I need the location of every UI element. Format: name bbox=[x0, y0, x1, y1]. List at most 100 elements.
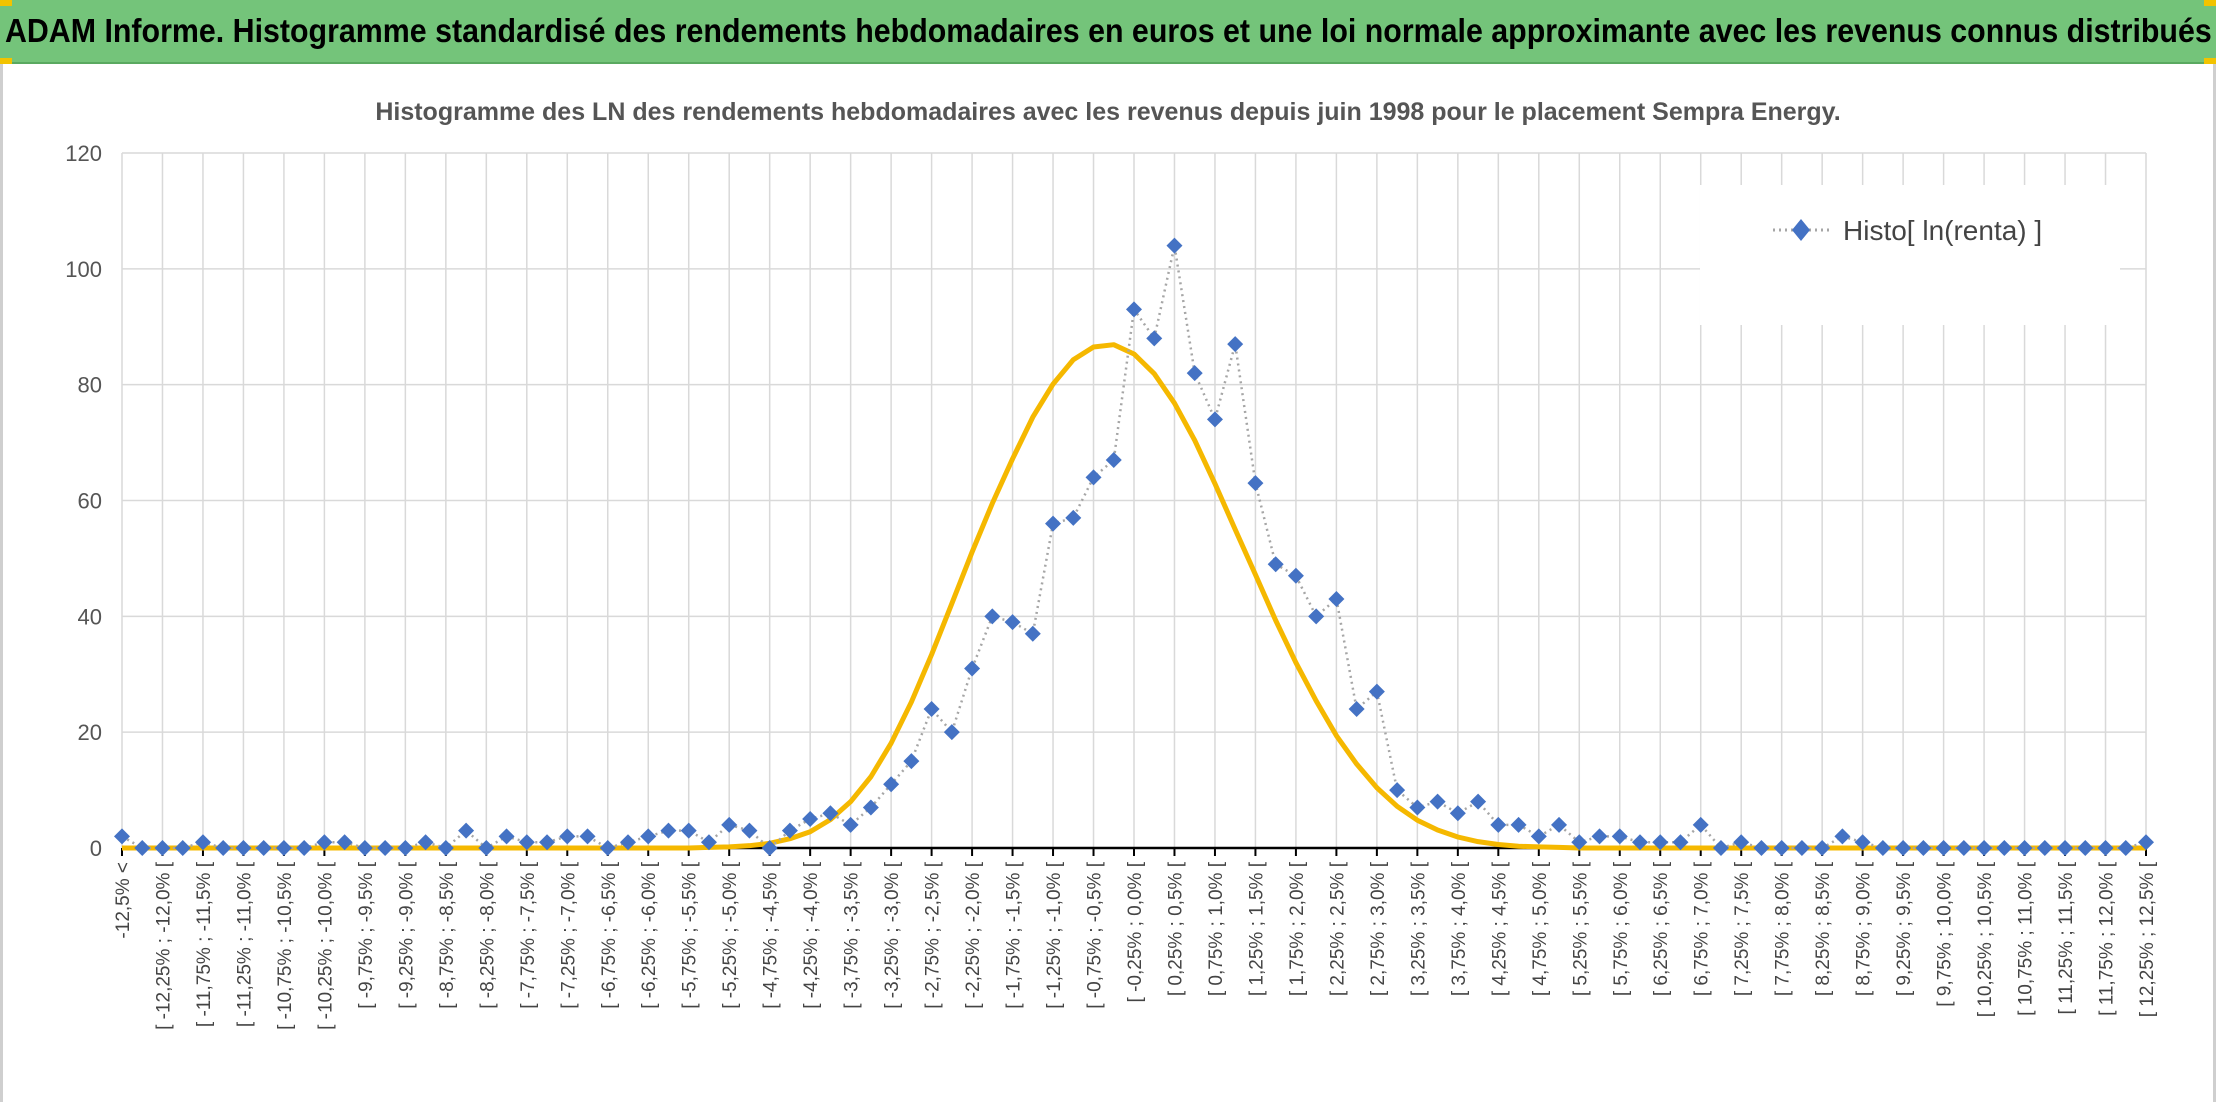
x-tick-label: [ -10,75% ; -10,5% [ bbox=[275, 861, 296, 1030]
histogram-point bbox=[862, 799, 879, 816]
x-tick-label: [ -3,25% ; -3,0% [ bbox=[882, 861, 903, 1009]
histogram-point bbox=[1024, 625, 1041, 642]
histogram-point bbox=[478, 840, 495, 856]
histogram-point bbox=[660, 822, 677, 839]
x-tick-label: [ 3,25% ; 3,5% [ bbox=[1408, 861, 1429, 996]
x-tick-label: [ -6,25% ; -6,0% [ bbox=[639, 861, 660, 1009]
x-tick-label: [ -7,25% ; -7,0% [ bbox=[558, 861, 579, 1009]
histogram-point bbox=[1287, 567, 1304, 584]
histogram-point bbox=[1308, 608, 1325, 625]
histogram-point bbox=[1652, 834, 1669, 851]
x-tick-label: [ 10,25% ; 10,5% [ bbox=[1975, 861, 1996, 1017]
histogram-point bbox=[1996, 840, 2013, 856]
x-tick-label: [ -5,75% ; -5,5% [ bbox=[680, 861, 701, 1009]
banner-accent-left bbox=[0, 0, 12, 6]
histogram-point bbox=[1004, 614, 1021, 631]
histogram-point bbox=[640, 828, 657, 845]
banner-accent-right bbox=[2204, 0, 2216, 6]
banner-accent-left-bottom bbox=[0, 58, 12, 64]
histogram-point bbox=[1915, 840, 1932, 856]
x-tick-label: [ 7,25% ; 7,5% [ bbox=[1732, 861, 1753, 996]
histogram-point bbox=[356, 840, 373, 856]
histogram-point bbox=[721, 816, 738, 833]
x-tick-label: [ -1,25% ; -1,0% [ bbox=[1044, 861, 1065, 1009]
x-tick-label: [ -10,25% ; -10,0% [ bbox=[315, 861, 336, 1030]
x-tick-label: [ 5,75% ; 6,0% [ bbox=[1611, 861, 1632, 996]
x-tick-label: [ 7,75% ; 8,0% [ bbox=[1773, 861, 1794, 996]
histogram-point bbox=[1753, 840, 1770, 856]
histogram-point bbox=[215, 840, 232, 856]
y-tick-label: 20 bbox=[78, 720, 102, 745]
histogram-point bbox=[1449, 805, 1466, 822]
x-tick-label: [ 4,25% ; 4,5% [ bbox=[1489, 861, 1510, 996]
histogram-point bbox=[1409, 799, 1426, 816]
histogram-point bbox=[1814, 840, 1831, 856]
report-title: ADAM Informe. Histogramme standardisé de… bbox=[4, 12, 2212, 49]
histogram-point bbox=[275, 840, 292, 856]
x-tick-label: [ 4,75% ; 5,0% [ bbox=[1530, 861, 1551, 996]
histogram-point bbox=[1895, 840, 1912, 856]
histogram-point bbox=[1773, 840, 1790, 856]
x-tick-label: [ 9,75% ; 10,0% [ bbox=[1935, 861, 1956, 1006]
histogram-point bbox=[1470, 793, 1487, 810]
histogram-point bbox=[1793, 840, 1810, 856]
histogram-point bbox=[397, 840, 414, 856]
histogram-point bbox=[822, 805, 839, 822]
histogram-point bbox=[1389, 782, 1406, 799]
x-tick-label: [ -8,75% ; -8,5% [ bbox=[437, 861, 458, 1009]
y-tick-label: 120 bbox=[65, 141, 102, 166]
histogram-point bbox=[964, 660, 981, 677]
histogram-point bbox=[1834, 828, 1851, 845]
x-tick-label: [ -1,75% ; -1,5% [ bbox=[1004, 861, 1025, 1009]
chart-frame bbox=[0, 64, 2216, 1102]
histogram-point bbox=[2057, 840, 2074, 856]
histogram-point bbox=[599, 840, 616, 856]
histogram-point bbox=[680, 822, 697, 839]
histogram-point bbox=[2097, 840, 2114, 856]
histogram-point bbox=[2077, 840, 2094, 856]
histogram-point bbox=[1955, 840, 1972, 856]
x-tick-label: [ -5,25% ; -5,0% [ bbox=[720, 861, 741, 1009]
histogram-point bbox=[235, 840, 252, 856]
x-tick-label: [ 6,25% ; 6,5% [ bbox=[1651, 861, 1672, 996]
x-tick-label: [ -6,75% ; -6,5% [ bbox=[599, 861, 620, 1009]
legend-background bbox=[1700, 185, 2120, 325]
x-tick-label: [ -9,25% ; -9,0% [ bbox=[396, 861, 417, 1009]
histogram-point bbox=[255, 840, 272, 856]
histogram-point bbox=[437, 840, 454, 856]
y-axis: 0 20 40 60 80 100 120 bbox=[65, 141, 102, 861]
x-tick-label: [ -2,75% ; -2,5% [ bbox=[923, 861, 944, 1009]
x-tick-label: [ 6,75% ; 7,0% [ bbox=[1692, 861, 1713, 996]
histogram-point bbox=[1733, 834, 1750, 851]
x-tick-label: [ 1,25% ; 1,5% [ bbox=[1246, 861, 1267, 996]
histogram-point bbox=[114, 828, 130, 845]
histogram-point bbox=[2138, 834, 2154, 851]
x-tick-label: [ 3,75% ; 4,0% [ bbox=[1449, 861, 1470, 996]
histogram-point bbox=[539, 834, 556, 851]
histogram-point bbox=[316, 834, 333, 851]
y-tick-label: 0 bbox=[90, 836, 102, 861]
x-tick-label: -12,5% < bbox=[113, 862, 134, 939]
x-tick-label: [ -9,75% ; -9,5% [ bbox=[356, 861, 377, 1009]
histogram-point bbox=[1146, 330, 1163, 347]
histogram-point bbox=[1267, 556, 1284, 573]
report-banner: ADAM Informe. Histogramme standardisé de… bbox=[0, 0, 2216, 64]
histogram-point bbox=[1105, 451, 1122, 468]
x-tick-label: [ 9,25% ; 9,5% [ bbox=[1894, 861, 1915, 996]
x-tick-label: [ -3,75% ; -3,5% [ bbox=[842, 861, 863, 1009]
x-tick-label: [ 10,75% ; 11,0% [ bbox=[2016, 861, 2037, 1016]
histogram-point bbox=[1348, 701, 1365, 717]
histogram-point bbox=[2117, 840, 2134, 856]
histogram-point bbox=[1368, 683, 1385, 700]
x-tick-label: [ -2,25% ; -2,0% [ bbox=[963, 861, 984, 1009]
x-tick-label: [ -4,75% ; -4,5% [ bbox=[761, 861, 782, 1009]
histogram-point bbox=[1490, 816, 1507, 833]
histogram-point bbox=[174, 840, 191, 856]
histogram-point bbox=[2016, 840, 2033, 856]
x-tick-label: [ 0,75% ; 1,0% [ bbox=[1206, 861, 1227, 996]
histogram-point bbox=[194, 834, 211, 851]
x-axis: -12,5% < [ -12,25% ; -12,0% [[ -11,75% ; … bbox=[113, 846, 2158, 1030]
x-tick-label: [ -4,25% ; -4,0% [ bbox=[801, 861, 822, 1009]
histogram-point bbox=[943, 724, 960, 741]
histogram-point bbox=[1976, 840, 1993, 856]
